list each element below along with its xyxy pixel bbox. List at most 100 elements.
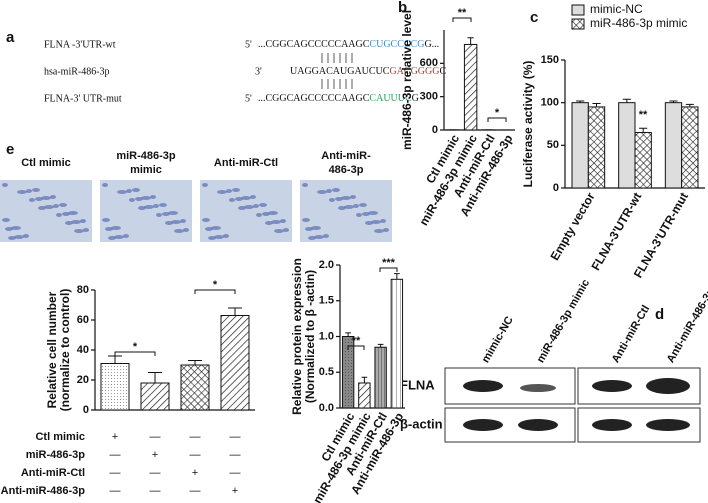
panel-label: c [530,9,538,26]
y-axis-title: miR-486-3p relative level [400,10,414,150]
cell [353,204,359,208]
cell [241,196,251,200]
cell [74,229,84,233]
row-label: Anti-miR-486-3p [1,485,86,497]
significance-bracket [487,117,507,122]
row-label: Anti-miR-Ctl [21,467,85,479]
sequence: ...CGGCAGCCCCCAAGCCAUUUCG [258,93,419,104]
cell [356,213,362,217]
cell [168,211,178,215]
cell [150,195,156,199]
cell [26,189,32,193]
cell [114,235,124,239]
significance: ** [639,109,648,121]
cell [274,229,284,233]
error-bar [685,103,694,107]
significance: * [495,107,500,119]
cell [111,226,121,230]
bar [220,315,250,411]
cell [311,226,321,230]
cell [159,203,167,207]
y-tick-label: 2.0 [319,259,334,271]
sequence-end: 3' [255,66,262,77]
cell [53,204,59,208]
treatment-mark: + [112,431,118,443]
bar [180,364,210,411]
cell [329,198,335,202]
cell [68,211,78,215]
treatment-mark: — [190,431,201,443]
y-tick-label: 0 [83,404,89,416]
cell [171,220,181,224]
sequence-end: 5' [245,39,252,50]
y-tick-label: 1.5 [319,295,334,307]
y-tick-label: 20 [77,374,89,386]
error-bar [394,273,400,280]
bar [618,102,636,189]
significance: ** [352,335,361,347]
bar [100,363,130,411]
legend-label: mimic-NC [590,2,643,16]
cell [217,190,227,194]
bar [634,132,652,189]
error-bar [377,343,384,348]
treatment-mark: — [150,485,161,497]
y-axis-title: Relative protein expression [290,258,304,415]
error-bar [669,100,678,103]
sequence-name: FLNA -3'UTR-wt [44,39,116,50]
error-bar [228,307,242,316]
row-label: FLNA [400,377,435,392]
cell [44,205,54,209]
legend-swatch [571,18,585,30]
lane-label: mimic-NC [480,314,516,365]
treatment-mark: — [110,449,121,461]
y-tick-label: 0.0 [319,402,334,414]
sequence-seed: CAUUUC [369,93,412,104]
cell [332,188,340,192]
sequence: ...CGGCAGCCCCCAAGCCUGCCCCGG... [258,39,439,50]
sequence-part: G [412,93,419,104]
treatment-mark: — [190,449,201,461]
panel-label: d [655,306,664,323]
row-label: miR-486-3p [26,449,86,461]
y-tick-label: 150 [541,54,559,66]
y-tick-label: 0 [432,124,438,136]
cell [302,218,310,222]
treatment-mark: — [150,431,161,443]
cell [268,211,278,215]
significance: ** [458,7,467,19]
cell [211,226,221,230]
legend-label: miR-486-3p mimic [590,16,687,30]
cell [129,198,135,202]
cell [223,234,229,238]
cell [56,213,62,217]
cell [253,204,259,208]
cell [156,213,162,217]
micrograph-label: Anti-miR-Ctl [214,157,278,169]
cell [144,205,154,209]
y-tick-label: 80 [77,284,89,296]
cell [50,195,56,199]
cell [250,195,256,199]
sequence-part: ...CGGCAGCCCCCAAGC [258,93,370,104]
bar [140,382,170,411]
significance: * [133,341,138,353]
cell [341,196,351,200]
y-tick-label: 40 [77,344,89,356]
error-bar [108,355,122,364]
sequence-part: C [439,66,446,77]
cell [180,219,186,223]
micrograph-label: Ctl mimic [21,157,71,169]
y-tick-label: 100 [541,97,559,109]
y-axis-title: (Normalized to β -actin) [303,270,317,403]
treatment-mark: — [230,431,241,443]
bar [463,43,478,131]
sequence-seed: GACGGGG [389,66,439,77]
cell [380,219,386,223]
bar [664,102,683,189]
y-tick-label: 60 [77,314,89,326]
cell [32,188,40,192]
sequence-name: hsa-miR-486-3p [44,66,110,77]
y-axis-title: Relative cell number [45,291,59,408]
cell [374,229,384,233]
